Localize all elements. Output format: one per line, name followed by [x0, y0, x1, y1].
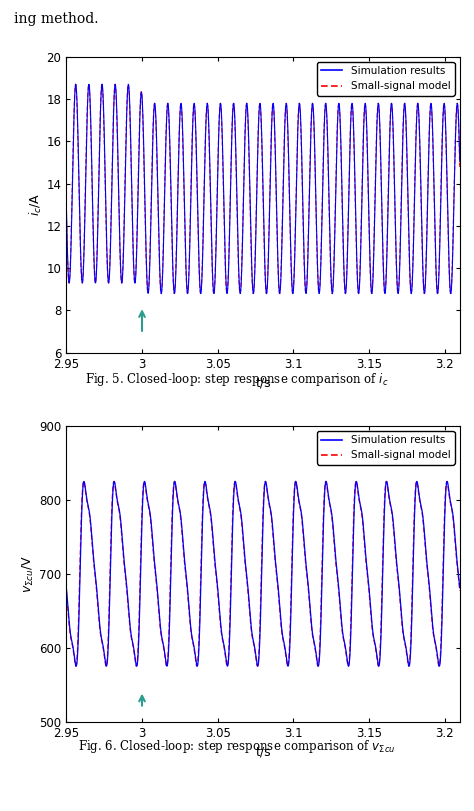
- Text: Fig. 5. Closed-loop: step response comparison of $i_c$: Fig. 5. Closed-loop: step response compa…: [85, 371, 389, 388]
- X-axis label: t/s: t/s: [255, 745, 271, 758]
- Y-axis label: $i_c$/A: $i_c$/A: [27, 193, 44, 217]
- X-axis label: t/s: t/s: [255, 376, 271, 389]
- Text: Fig. 6. Closed-loop: step response comparison of $v_{\Sigma cu}$: Fig. 6. Closed-loop: step response compa…: [78, 738, 396, 755]
- Legend: Simulation results, Small-signal model: Simulation results, Small-signal model: [317, 431, 455, 465]
- Text: ing method.: ing method.: [14, 12, 99, 26]
- Y-axis label: $v_{\Sigma cu}$/V: $v_{\Sigma cu}$/V: [21, 555, 36, 593]
- Legend: Simulation results, Small-signal model: Simulation results, Small-signal model: [317, 62, 455, 96]
